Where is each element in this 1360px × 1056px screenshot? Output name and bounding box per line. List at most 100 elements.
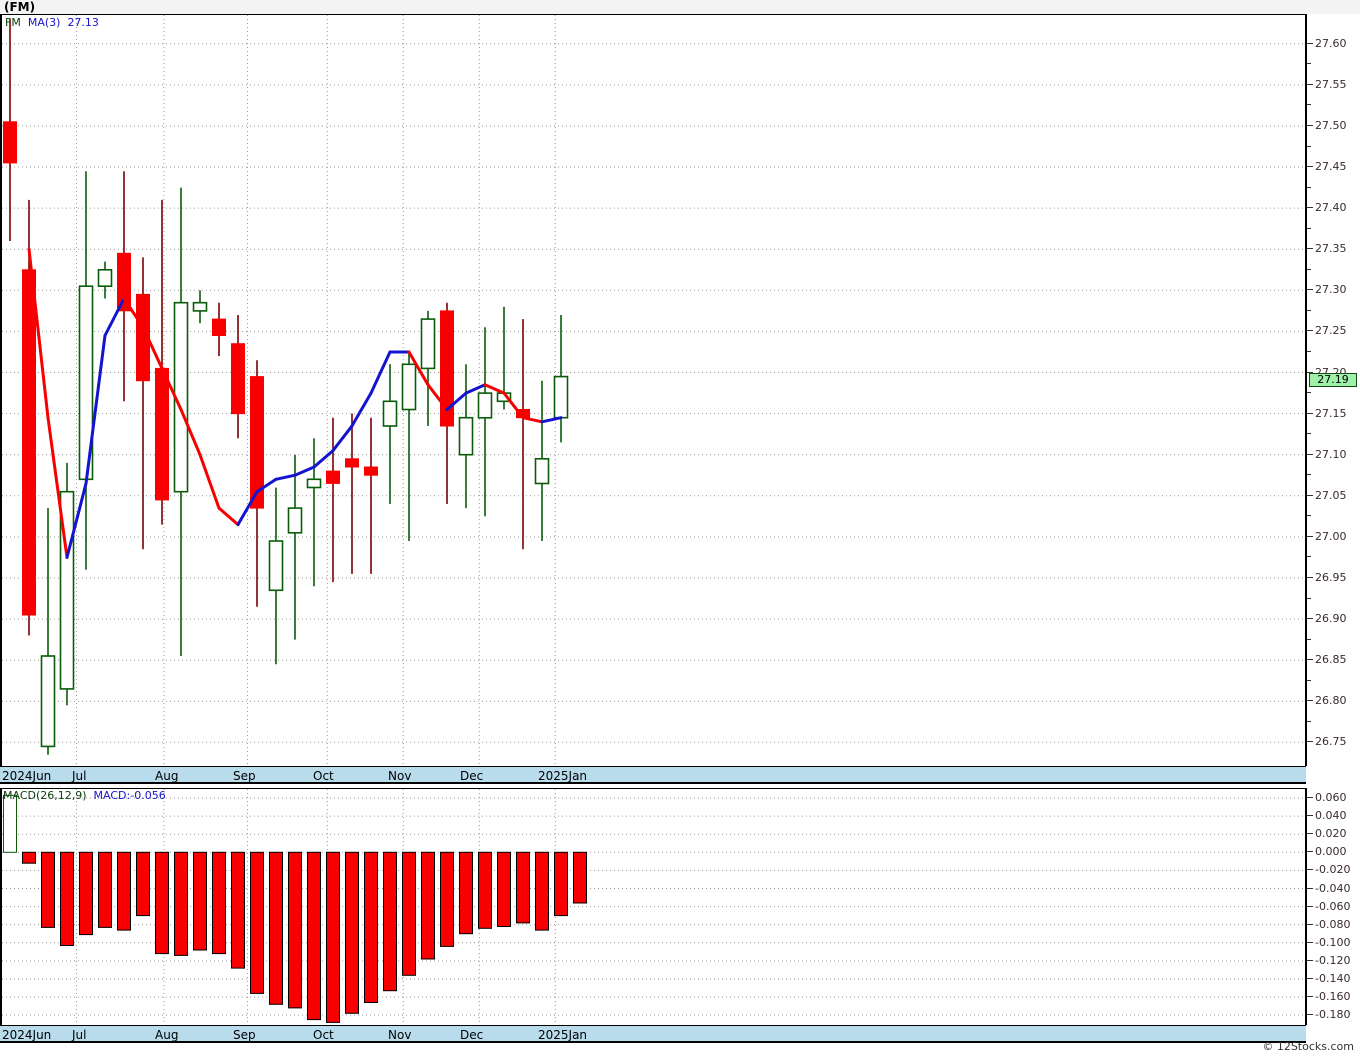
- macd-tick-mark: [1307, 978, 1313, 979]
- page-title: (FM): [4, 0, 36, 14]
- price-tick-mark: [1307, 125, 1313, 126]
- macd-tick-mark: [1307, 923, 1313, 925]
- price-tick-mark: [1307, 659, 1313, 661]
- price-chart-panel[interactable]: [0, 14, 1306, 766]
- macd-tick-mark: [1307, 905, 1313, 907]
- macd-tick-mark: [1307, 996, 1313, 998]
- date-axis-label: Aug: [155, 769, 179, 783]
- date-axis-label: Dec: [460, 1028, 484, 1042]
- price-tick-label: 27.50: [1315, 119, 1347, 132]
- macd-legend: MACD(26,12,9) MACD:-0.056: [3, 790, 166, 802]
- price-minor-tick: [1307, 145, 1311, 147]
- macd-tick-mark: [1307, 1014, 1313, 1016]
- date-axis-label: Dec: [460, 769, 484, 783]
- price-date-axis: 2024Jun Jul Aug Sep Oct Nov Dec 2025Jan: [0, 766, 1306, 784]
- macd-tick-mark: [1307, 797, 1313, 798]
- price-tick-mark: [1307, 453, 1313, 455]
- legend-macd-value: MACD:-0.056: [93, 789, 166, 802]
- date-axis-label: Sep: [233, 1028, 256, 1042]
- macd-tick-mark: [1307, 941, 1313, 943]
- price-tick-mark: [1307, 618, 1313, 620]
- macd-axis: 0.060 0.040 0.020 0.000 -0.020 -0.040 -0.060 -0…: [1306, 788, 1360, 1025]
- price-minor-tick: [1307, 720, 1311, 722]
- price-tick-label: 27.15: [1315, 406, 1347, 420]
- macd-tick-label: -0.160: [1315, 990, 1351, 1004]
- date-axis-label: Sep: [233, 769, 256, 783]
- legend-ma-value: 27.13: [67, 16, 99, 29]
- price-tick-mark: [1307, 741, 1313, 743]
- macd-tick-mark: [1307, 815, 1313, 817]
- price-tick-mark: [1307, 577, 1313, 578]
- macd-tick-label: -0.020: [1315, 863, 1351, 877]
- price-tick-mark: [1307, 83, 1313, 85]
- price-minor-tick: [1307, 309, 1311, 311]
- price-minor-tick: [1307, 597, 1311, 599]
- price-tick-mark: [1307, 166, 1313, 167]
- date-axis-label: 2024Jun: [2, 769, 52, 783]
- macd-tick-mark: [1307, 833, 1313, 835]
- price-minor-tick: [1307, 556, 1311, 558]
- price-tick-label: 27.10: [1315, 447, 1347, 461]
- date-axis-label: 2025Jan: [538, 769, 588, 783]
- date-axis-label: 2025Jan: [538, 1028, 588, 1042]
- price-tick-label: 27.25: [1315, 324, 1347, 338]
- price-tick-label: 27.45: [1315, 160, 1347, 173]
- price-tick-mark: [1307, 330, 1313, 332]
- macd-chart-panel[interactable]: [0, 788, 1306, 1025]
- price-tick-label: 26.80: [1315, 694, 1347, 708]
- price-minor-tick: [1307, 515, 1311, 517]
- price-tick-mark: [1307, 535, 1313, 537]
- price-minor-tick: [1307, 433, 1311, 435]
- price-tick-label: 27.20: [1315, 367, 1347, 378]
- price-legend: FM MA(3) 27.13: [5, 17, 99, 29]
- legend-macd-indicator: MACD(26,12,9): [3, 789, 87, 802]
- price-tick-label: 26.95: [1315, 571, 1347, 584]
- macd-tick-label: -0.040: [1315, 881, 1351, 895]
- price-minor-tick: [1307, 186, 1311, 188]
- price-minor-tick: [1307, 227, 1311, 229]
- date-axis-label: Nov: [388, 769, 412, 783]
- date-axis-label: 2024Jun: [2, 1028, 52, 1042]
- macd-tick-label: 0.020: [1315, 827, 1347, 841]
- macd-tick-label: 0.040: [1315, 809, 1347, 823]
- macd-tick-mark: [1307, 959, 1313, 961]
- price-axis: 27.60 27.55 27.50 27.45 27.40 27.35 27.30 27.25…: [1306, 14, 1360, 766]
- price-minor-tick: [1307, 104, 1311, 106]
- price-tick-label: 26.85: [1315, 653, 1347, 667]
- macd-tick-label: -0.080: [1315, 917, 1351, 931]
- price-tick-label: 27.60: [1315, 36, 1347, 50]
- title-strip: [0, 0, 1360, 14]
- macd-tick-label: -0.100: [1315, 935, 1351, 949]
- price-minor-tick: [1307, 63, 1311, 65]
- copyright-notice: © 12Stocks.com: [1262, 1040, 1354, 1053]
- date-axis-label: Aug: [155, 1028, 179, 1042]
- price-tick-mark: [1307, 494, 1313, 496]
- price-tick-mark: [1307, 412, 1313, 414]
- price-plot-svg: [2, 15, 1305, 766]
- macd-tick-label: -0.140: [1315, 972, 1351, 985]
- macd-plot-svg: [2, 789, 1305, 1025]
- price-tick-label: 27.35: [1315, 242, 1347, 256]
- price-minor-tick: [1307, 679, 1311, 681]
- price-minor-tick: [1307, 392, 1311, 394]
- date-axis-label: Jul: [72, 769, 87, 783]
- macd-date-axis: 2024Jun Jul Aug Sep Oct Nov Dec 2025Jan: [0, 1025, 1306, 1043]
- price-tick-mark: [1307, 207, 1313, 209]
- price-minor-tick: [1307, 638, 1311, 640]
- price-tick-label: 26.75: [1315, 735, 1347, 749]
- macd-tick-label: -0.060: [1315, 899, 1351, 913]
- price-minor-tick: [1307, 351, 1311, 352]
- price-tick-mark: [1307, 248, 1313, 250]
- price-tick-label: 27.55: [1315, 77, 1347, 91]
- macd-tick-mark: [1307, 851, 1313, 853]
- current-price-badge: 27.19: [1309, 372, 1357, 387]
- date-axis-label: Oct: [313, 1028, 334, 1042]
- date-axis-label: Oct: [313, 769, 334, 783]
- price-minor-tick: [1307, 268, 1311, 270]
- date-axis-label: Jul: [72, 1028, 87, 1042]
- macd-tick-label: 0.000: [1315, 845, 1347, 859]
- price-tick-label: 27.05: [1315, 488, 1347, 502]
- price-tick-label: 26.90: [1315, 612, 1347, 626]
- price-tick-mark: [1307, 700, 1313, 702]
